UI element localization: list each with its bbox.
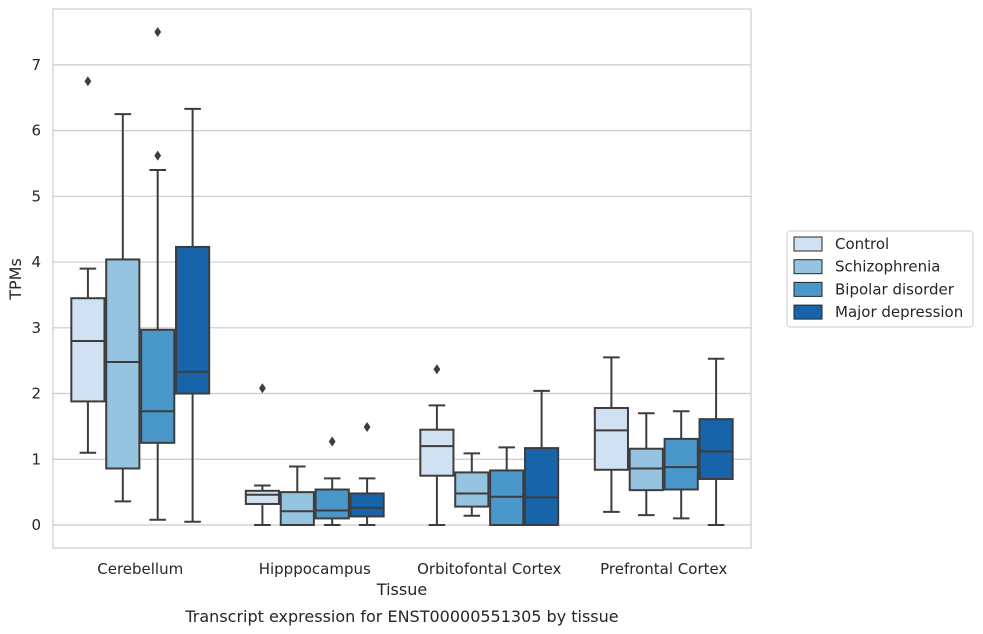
x-tick-label: Hipppocampus [259, 560, 371, 578]
y-tick-label: 7 [31, 56, 41, 74]
box-group [314, 436, 350, 526]
outlier-point [154, 27, 162, 38]
outlier-point [433, 364, 441, 375]
legend-swatch [793, 281, 823, 297]
iqr-box [593, 406, 629, 471]
legend: Control Schizophrenia Bipolar disorder Majo… [786, 230, 974, 328]
box-group [698, 357, 734, 526]
iqr-box [524, 447, 560, 526]
box-group [244, 383, 280, 526]
box-group [489, 446, 525, 526]
outlier-point [154, 150, 162, 161]
x-axis-title: Tissue [376, 580, 427, 599]
outlier-point [259, 383, 266, 394]
iqr-box [105, 258, 141, 470]
iqr-box [175, 245, 211, 395]
box-group [349, 422, 385, 526]
iqr-box [314, 488, 350, 520]
iqr-box [454, 471, 490, 508]
legend-swatch [793, 259, 823, 275]
box-group [593, 356, 629, 513]
outlier-point [328, 436, 336, 447]
y-tick-label: 1 [31, 450, 41, 468]
legend-swatch [793, 304, 823, 320]
box-group [419, 364, 455, 526]
box-group [454, 452, 490, 517]
iqr-box [663, 437, 699, 491]
legend-label: Control [835, 235, 889, 253]
y-tick-label: 4 [31, 253, 41, 271]
legend-swatch [793, 236, 823, 252]
box-group [175, 107, 211, 523]
box-group [105, 113, 141, 503]
legend-frame [786, 230, 974, 328]
legend-label: Schizophrenia [835, 258, 940, 276]
y-axis-title: TPMs [6, 258, 25, 301]
plot-frame [52, 8, 752, 549]
x-tick-label: Orbitofontal Cortex [417, 560, 561, 578]
iqr-box [279, 491, 315, 526]
iqr-box [140, 328, 176, 444]
chart-caption: Transcript expression for ENST0000055130… [184, 607, 618, 626]
outlier-point [84, 76, 92, 87]
x-tick-label: Prefrontal Cortex [600, 560, 727, 578]
x-tick-label: Cerebellum [97, 560, 183, 578]
y-tick-label: 5 [31, 187, 41, 205]
box-group [628, 412, 664, 517]
y-tick-label: 0 [31, 516, 41, 534]
x-axis-ticks: Cerebellum Hipppocampus Orbitofontal Corte… [97, 560, 727, 578]
iqr-box [244, 489, 280, 505]
iqr-box [419, 428, 455, 477]
y-axis-ticks: 0 1 2 3 4 5 6 7 [31, 56, 41, 534]
iqr-box [349, 492, 385, 518]
box-group [140, 27, 176, 521]
legend-label: Major depression [835, 303, 963, 321]
outlier-point [363, 422, 371, 433]
y-tick-label: 6 [31, 122, 41, 140]
y-tick-label: 2 [31, 385, 41, 403]
box-group [279, 465, 315, 526]
box-group [663, 410, 699, 520]
box-group [524, 389, 560, 526]
box-group [70, 76, 106, 454]
legend-label: Bipolar disorder [835, 280, 955, 298]
iqr-box [698, 418, 734, 480]
y-tick-label: 3 [31, 319, 41, 337]
box-series [70, 27, 734, 526]
iqr-box [70, 297, 106, 403]
